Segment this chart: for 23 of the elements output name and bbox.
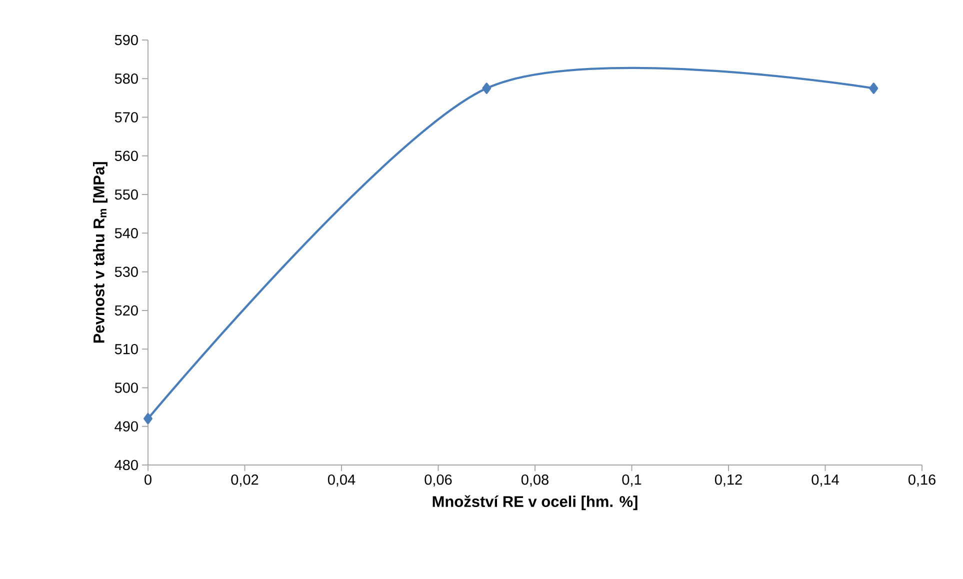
x-tick-label: 0,04 (328, 474, 356, 486)
y-tick-label: 500 (114, 382, 138, 393)
y-axis-title: Pevnost v tahu R$_{m}$ [MPa] (93, 162, 108, 343)
x-tick-label: 0,1 (622, 474, 642, 486)
y-tick-label: 540 (114, 228, 138, 238)
x-tick-label: 0,16 (908, 474, 936, 486)
y-tick-label: 590 (114, 34, 138, 46)
x-tick-label: 0 (144, 474, 152, 485)
y-tick-label: 490 (114, 421, 138, 432)
y-tick-label: 520 (114, 305, 138, 316)
x-axis-title: Množství RE v oceli [hm. %] (432, 495, 638, 510)
y-tick-label: 580 (114, 74, 138, 84)
x-tick-label: 0,08 (521, 474, 548, 486)
x-tick-label: 0,14 (812, 474, 839, 486)
x-tick-label: 0,02 (231, 474, 258, 486)
y-tick-label: 570 (114, 112, 138, 122)
y-tick-label: 550 (114, 189, 138, 200)
x-tick-label: 0,06 (424, 474, 452, 486)
y-tick-label: 560 (114, 150, 138, 162)
y-tick-label: 510 (114, 344, 138, 354)
x-tick-label: 0,12 (714, 474, 742, 486)
y-tick-label: 530 (114, 266, 138, 277)
y-tick-label: 480 (114, 460, 138, 470)
